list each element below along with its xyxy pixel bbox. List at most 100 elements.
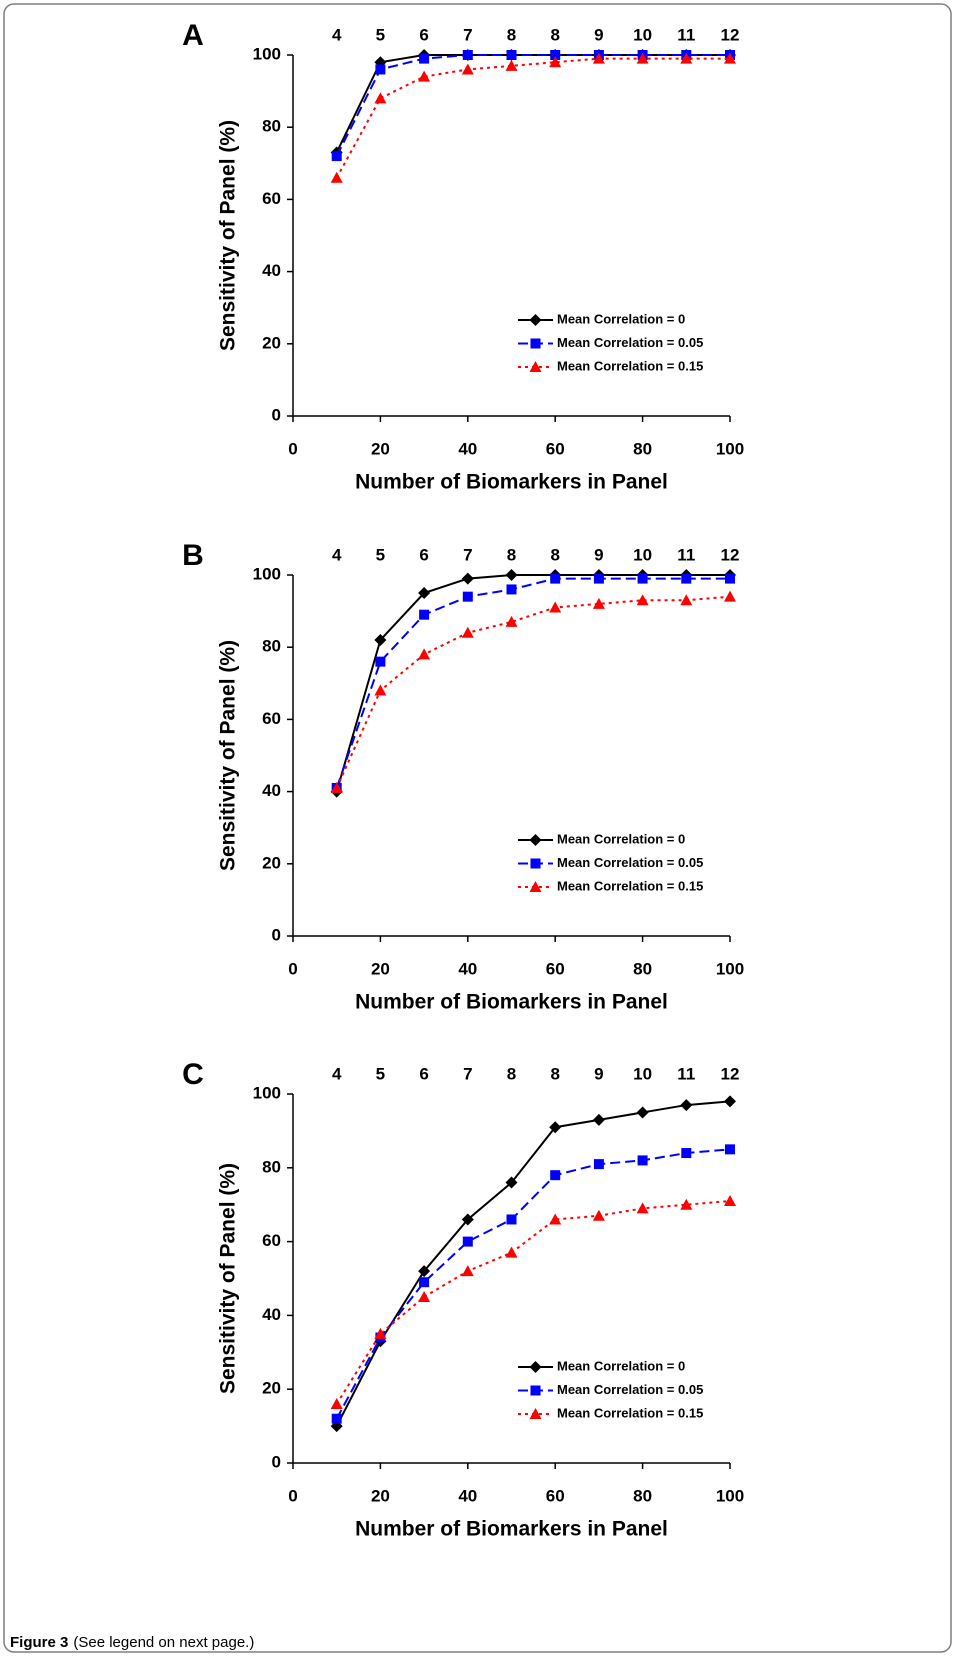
legend-marker — [529, 361, 542, 372]
top-label: 4 — [332, 545, 342, 564]
marker — [680, 1198, 693, 1210]
series-line — [335, 1200, 731, 1405]
caption-text: (See legend on next page.) — [73, 1634, 254, 1651]
legend-label: Mean Correlation = 0.05 — [557, 335, 703, 350]
y-tick-label: 80 — [262, 1157, 281, 1176]
y-tick-label: 0 — [272, 405, 281, 424]
x-tick-label: 80 — [633, 1486, 652, 1505]
y-tick-label: 40 — [262, 261, 281, 280]
panel-label: B — [182, 539, 204, 572]
top-label: 11 — [677, 25, 695, 44]
legend-label: Mean Correlation = 0.05 — [557, 1382, 703, 1397]
x-tick-label: 40 — [458, 439, 477, 458]
x-tick-label: 60 — [546, 959, 565, 978]
x-tick-label: 0 — [288, 1486, 297, 1505]
marker — [681, 573, 692, 584]
marker — [462, 1236, 473, 1247]
top-label: 7 — [463, 545, 472, 564]
marker — [550, 50, 561, 60]
x-tick-label: 20 — [371, 439, 390, 458]
marker — [461, 626, 474, 638]
series-line — [335, 1148, 731, 1420]
caption: Figure 3 (See legend on next page.) — [10, 1634, 254, 1651]
marker — [462, 591, 473, 602]
marker — [419, 609, 430, 620]
marker — [681, 1148, 692, 1159]
marker — [550, 1170, 561, 1181]
marker — [506, 584, 517, 595]
legend-label: Mean Correlation = 0.05 — [557, 855, 703, 870]
x-tick-label: 40 — [458, 959, 477, 978]
x-tick-label: 80 — [633, 959, 652, 978]
marker — [331, 151, 342, 162]
legend-marker — [529, 881, 542, 892]
series-line — [335, 574, 730, 792]
top-label: 8 — [550, 1064, 559, 1083]
series-line — [335, 577, 730, 789]
top-label: 10 — [633, 25, 652, 44]
y-axis-title: Sensitivity of Panel (%) — [217, 120, 240, 351]
marker — [724, 52, 736, 64]
y-tick-label: 20 — [262, 1379, 281, 1398]
legend-marker — [529, 314, 542, 326]
y-tick-label: 40 — [262, 1305, 281, 1324]
marker — [461, 63, 474, 75]
figure-border — [3, 3, 952, 1653]
top-label: 8 — [507, 25, 516, 44]
marker — [724, 1095, 736, 1108]
legend-marker — [530, 1385, 541, 1396]
marker — [418, 1290, 431, 1302]
top-label: 12 — [721, 25, 740, 44]
y-tick-label: 80 — [262, 117, 281, 136]
marker — [592, 1209, 605, 1221]
marker — [461, 572, 474, 585]
marker — [680, 52, 693, 64]
y-tick-label: 100 — [253, 1083, 281, 1102]
marker — [592, 1113, 605, 1126]
marker — [725, 573, 735, 584]
x-axis-title: Number of Biomarkers in Panel — [355, 471, 668, 494]
legend-label: Mean Correlation = 0 — [557, 311, 685, 326]
y-tick-label: 0 — [272, 1452, 281, 1471]
legend-label: Mean Correlation = 0 — [557, 831, 685, 846]
top-label: 5 — [376, 25, 385, 44]
series-line — [335, 1100, 731, 1427]
x-tick-label: 40 — [458, 1486, 477, 1505]
top-label: 11 — [677, 1064, 695, 1083]
marker — [592, 52, 605, 64]
series-line — [335, 595, 731, 789]
marker — [593, 1159, 604, 1170]
x-tick-label: 80 — [633, 439, 652, 458]
marker — [330, 171, 343, 183]
top-label: 6 — [419, 545, 428, 564]
marker — [637, 1155, 648, 1166]
legend-marker — [529, 1408, 542, 1419]
marker — [461, 1213, 474, 1226]
y-tick-label: 100 — [253, 564, 281, 583]
marker — [725, 1144, 735, 1155]
series-line — [335, 54, 730, 153]
top-label: 12 — [721, 545, 740, 564]
y-tick-label: 0 — [272, 925, 281, 944]
top-label: 8 — [550, 545, 559, 564]
marker — [331, 1413, 342, 1424]
x-tick-label: 20 — [371, 959, 390, 978]
top-label: 6 — [419, 1064, 428, 1083]
top-label: 8 — [507, 1064, 516, 1083]
marker — [330, 1397, 343, 1409]
marker — [549, 1213, 562, 1225]
y-tick-label: 80 — [262, 637, 281, 656]
x-tick-label: 0 — [288, 439, 297, 458]
marker — [375, 656, 386, 667]
marker — [505, 615, 518, 627]
top-label: 9 — [594, 545, 603, 564]
x-axis-title: Number of Biomarkers in Panel — [355, 1518, 668, 1541]
marker — [680, 1099, 693, 1112]
legend-label: Mean Correlation = 0.15 — [557, 1405, 703, 1420]
x-tick-label: 20 — [371, 1486, 390, 1505]
marker — [374, 684, 387, 696]
top-label: 5 — [376, 545, 385, 564]
marker — [505, 1246, 518, 1258]
marker — [549, 601, 562, 613]
marker — [680, 594, 693, 606]
